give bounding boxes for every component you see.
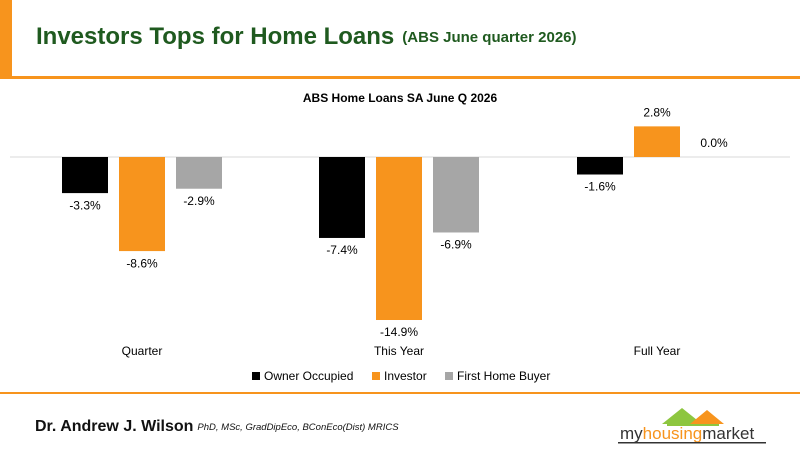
author-name: Dr. Andrew J. Wilson [35,418,193,435]
bar [119,157,165,252]
logo-icon [662,408,724,426]
chart-title: ABS Home Loans SA June Q 2026 [303,91,498,105]
data-label: 2.8% [643,106,671,120]
data-label: -7.4% [326,243,358,257]
x-tick-label: This Year [374,344,424,358]
bar [376,157,422,321]
header-rule [0,76,800,79]
bar [634,126,680,157]
logo: myhousingmarket [620,424,754,443]
author: Dr. Andrew J. Wilson PhD, MSc, GradDipEco… [35,418,399,435]
subtitle: (ABS June quarter 2026) [402,29,576,46]
data-label: -14.9% [380,325,418,339]
data-label: -8.6% [126,256,158,270]
data-label: -1.6% [584,180,616,194]
data-label: -2.9% [183,194,215,208]
legend-label: Investor [384,369,427,383]
bar [319,157,365,238]
credentials: PhD, MSc, GradDipEco, BConEco(Dist) MRIC… [197,422,399,433]
data-label: 0.0% [700,136,728,150]
legend-label: First Home Buyer [457,369,550,383]
bar [62,157,108,194]
slide-title: Investors Tops for Home Loans (ABS June q… [36,23,577,50]
legend-swatch [252,372,260,380]
data-label: -3.3% [69,198,101,212]
logo-part: my [620,424,643,443]
data-label: -6.9% [440,238,472,252]
logo-part: housing [643,424,703,443]
logo-underline [618,442,766,444]
x-tick-label: Full Year [634,344,681,358]
footer-rule [0,392,800,394]
x-tick-label: Quarter [122,344,163,358]
legend-label: Owner Occupied [264,369,353,383]
bar [176,157,222,189]
legend-swatch [372,372,380,380]
logo-part: market [702,424,754,443]
plot: Quarter -3.3% -8.6% -2.9% This Year -7.4% -14.… [10,106,790,383]
bar [577,157,623,175]
title: Investors Tops for Home Loans [36,23,394,50]
legend-swatch [445,372,453,380]
header-accent [0,0,12,78]
bar [433,157,479,233]
